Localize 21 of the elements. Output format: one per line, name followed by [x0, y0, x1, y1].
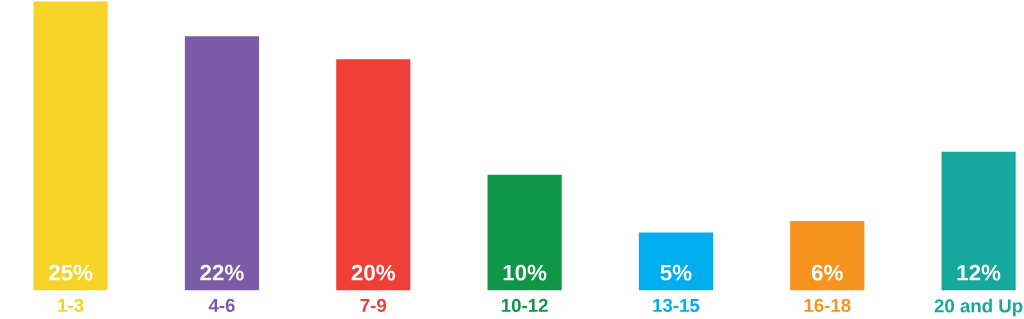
- data-label: 20%: [351, 264, 396, 281]
- x-tick-label: 1-3: [58, 298, 84, 313]
- data-label: 6%: [811, 264, 843, 281]
- data-label: 10%: [503, 264, 547, 281]
- data-label: 12%: [957, 264, 1001, 281]
- data-label: 5%: [660, 264, 692, 281]
- x-tick-label: 7-9: [360, 298, 387, 313]
- bar: [184, 36, 260, 291]
- x-tick-label: 10-12: [501, 298, 548, 313]
- bar: [487, 174, 562, 291]
- data-label: 22%: [200, 264, 244, 281]
- data-label: 25%: [48, 264, 93, 281]
- bar: [336, 59, 411, 291]
- x-tick-label: 16-18: [804, 298, 851, 313]
- x-tick-label: 20 and Up: [934, 298, 1023, 317]
- x-tick-label: 13-15: [653, 298, 700, 313]
- bar: [941, 151, 1016, 291]
- bar: [33, 1, 108, 291]
- bar: [638, 232, 713, 291]
- bar: [790, 221, 865, 291]
- x-tick-label: 4-6: [208, 298, 235, 313]
